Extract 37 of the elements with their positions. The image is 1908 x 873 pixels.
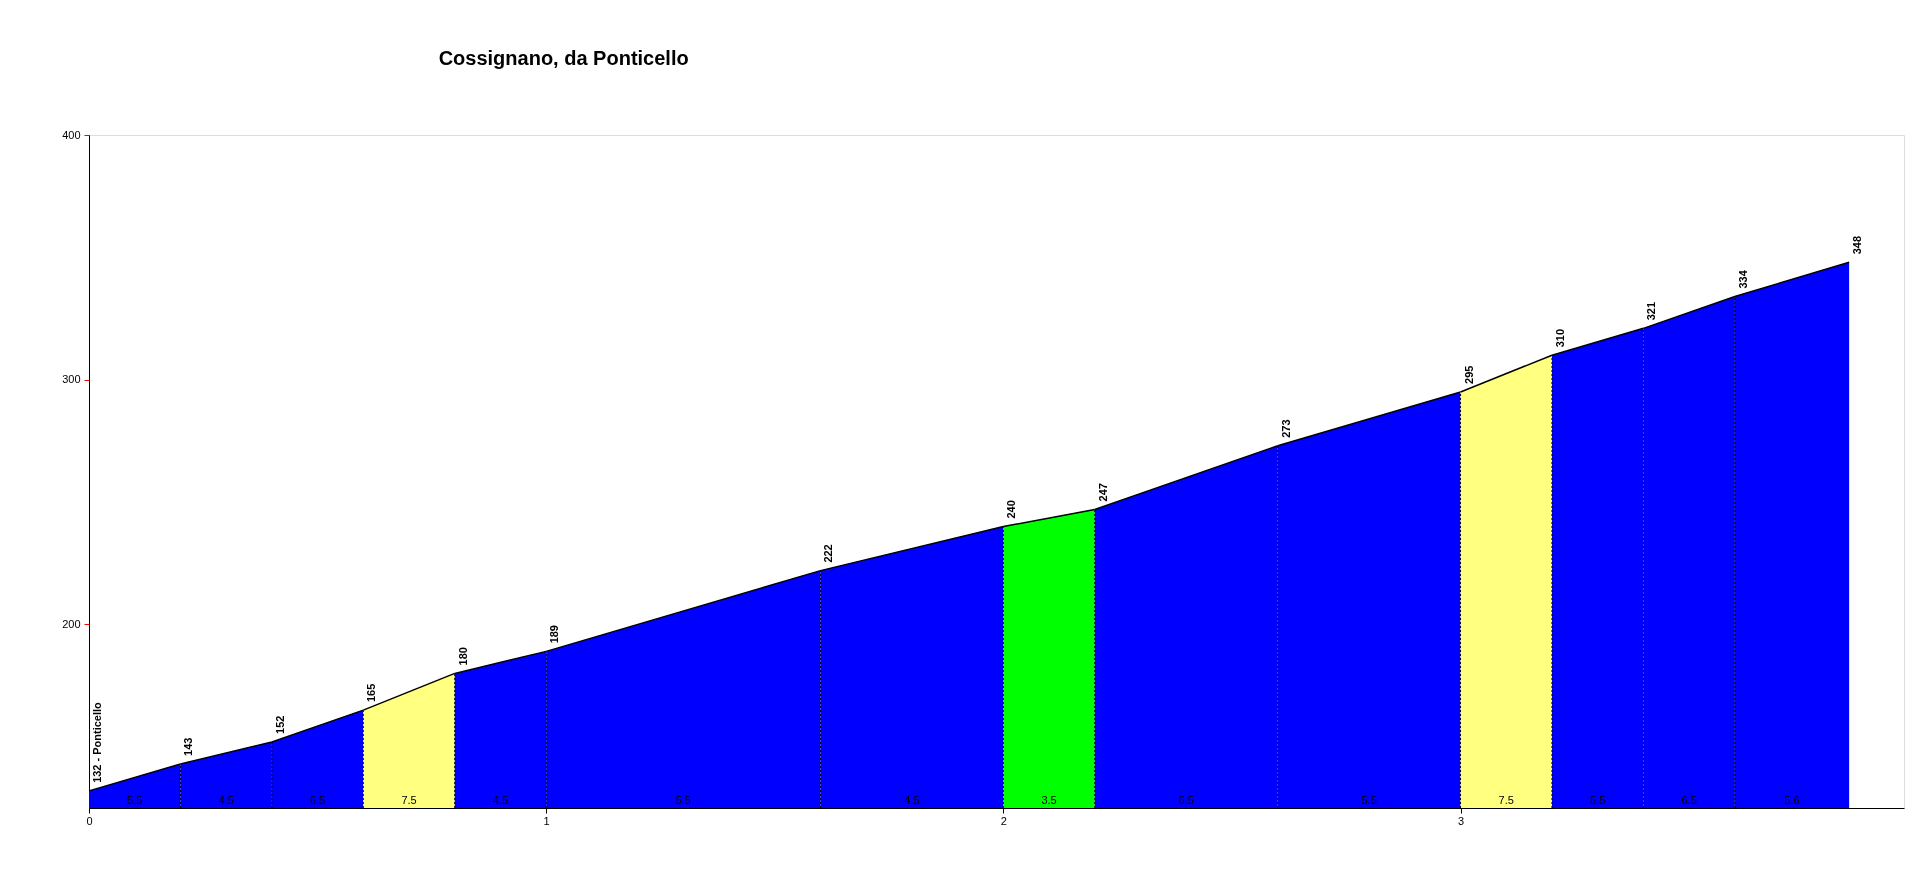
chart-title: Cossignano, da Ponticello <box>438 47 689 69</box>
data-label: 132 - Ponticello <box>91 701 103 783</box>
annotation: 4.5 <box>904 794 920 806</box>
data-label: 152 <box>273 715 286 734</box>
annotation: 7.5 <box>401 794 417 806</box>
data-label: 240 <box>1005 500 1018 519</box>
annotation: 4.5 <box>492 794 509 806</box>
annotation: 5.6 <box>1784 794 1800 806</box>
data-label: 273 <box>1279 419 1292 438</box>
data-label: 143 <box>182 737 195 756</box>
annotation: 5.5 <box>1590 794 1606 806</box>
x-tick-label: 1 <box>543 814 550 827</box>
annotation: 7.5 <box>1498 794 1514 806</box>
annotation: 6.5 <box>1681 794 1697 806</box>
data-label: 165 <box>365 683 378 703</box>
x-tick-label: 2 <box>1000 814 1007 827</box>
annotation: 5.5 <box>1361 794 1377 806</box>
data-label: 348 <box>1851 235 1864 255</box>
data-label: 247 <box>1096 483 1109 502</box>
annotation: 3.5 <box>1041 794 1057 806</box>
annotation: 5.5 <box>127 794 143 806</box>
y-tick-label: 200 <box>62 617 81 630</box>
annotation: 4.5 <box>218 794 234 806</box>
data-label: 310 <box>1553 328 1566 348</box>
data-label: 321 <box>1645 301 1658 321</box>
annotation: 5.5 <box>675 794 691 806</box>
data-label: 180 <box>456 647 469 666</box>
annotation: 6.5 <box>1178 794 1194 806</box>
x-tick-label: 3 <box>1457 814 1465 827</box>
y-tick-label: 300 <box>62 373 81 386</box>
data-label: 295 <box>1462 365 1475 384</box>
y-tick-label: 400 <box>62 128 81 141</box>
data-label: 189 <box>548 625 561 644</box>
data-label: 222 <box>822 544 835 563</box>
data-label: 334 <box>1736 269 1749 289</box>
x-tick-label: 0 <box>86 814 93 827</box>
annotation: 6.5 <box>309 794 326 806</box>
